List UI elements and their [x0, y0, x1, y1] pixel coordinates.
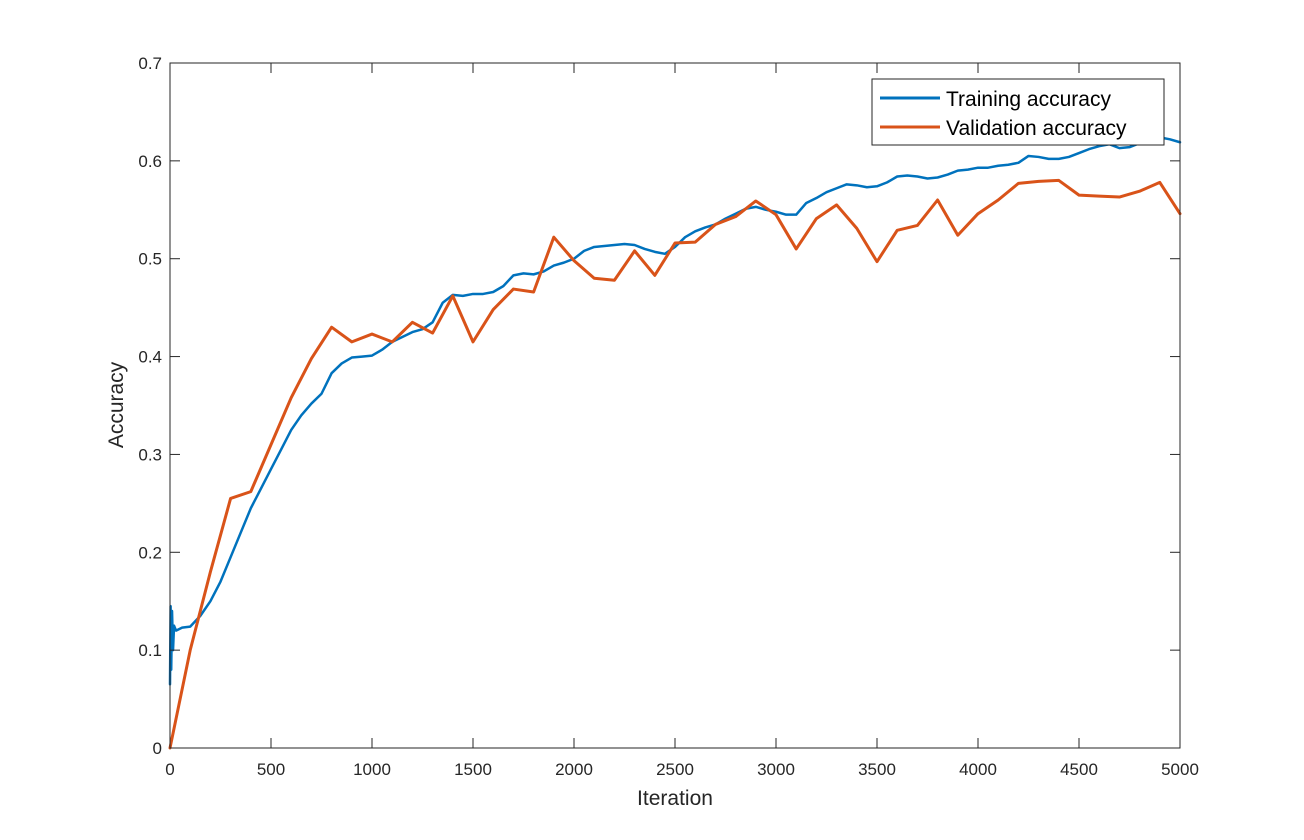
x-tick-label: 4500 — [1060, 760, 1098, 779]
x-tick-label: 500 — [257, 760, 285, 779]
validation-accuracy-line — [168, 178, 1182, 750]
y-tick-label: 0.1 — [138, 641, 162, 660]
x-tick-label: 4000 — [959, 760, 997, 779]
y-tick-label: 0.6 — [138, 152, 162, 171]
plot-area — [170, 63, 1180, 748]
legend: Training accuracy Validation accuracy — [871, 78, 1165, 146]
training-accuracy-line — [168, 136, 1182, 686]
y-tick-label: 0.5 — [138, 250, 162, 269]
x-tick-label: 1000 — [353, 760, 391, 779]
y-axis-title: Accuracy — [105, 361, 128, 448]
y-tick-label: 0 — [153, 739, 162, 758]
x-tick-label: 1500 — [454, 760, 492, 779]
x-tick-label: 0 — [165, 760, 174, 779]
legend-label-training: Training accuracy — [946, 88, 1111, 111]
x-tick-label: 2000 — [555, 760, 593, 779]
y-tick-label: 0.4 — [138, 348, 162, 367]
series-layer — [168, 136, 1182, 750]
y-tick-label: 0.3 — [138, 445, 162, 464]
x-axis-title: Iteration — [637, 787, 713, 810]
y-tick-label: 0.7 — [138, 54, 162, 73]
tick-layer: 0 500 1000 1500 2000 2500 3000 3500 4000 4500 5000… — [138, 54, 1199, 779]
x-tick-label: 3000 — [757, 760, 795, 779]
legend-box — [871, 78, 1165, 146]
x-tick-label: 2500 — [656, 760, 694, 779]
y-tick-label: 0.2 — [138, 543, 162, 562]
legend-label-validation: Validation accuracy — [946, 117, 1127, 140]
x-tick-label: 3500 — [858, 760, 896, 779]
x-tick-label: 5000 — [1161, 760, 1199, 779]
